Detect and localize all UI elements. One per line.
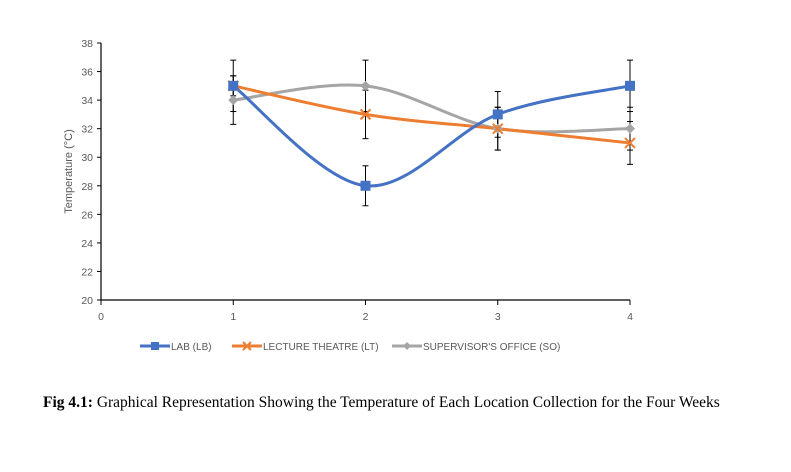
data-point-lecture-theatre-lt [492,122,504,135]
y-tick-label: 34 [81,95,93,107]
y-tick-label: 26 [81,209,93,221]
data-point-lecture-theatre-lt [359,108,372,121]
legend-label-lab-lb: LAB (LB) [171,342,212,353]
y-tick-label: 38 [81,38,93,50]
data-point-lecture-theatre-lt [624,137,636,149]
y-tick-label: 22 [81,266,93,278]
legend-marker-lecture-theatre-lt [242,341,252,351]
legend: LAB (LB) LECTURE THEATRE (LT) SUPERVISOR'S… [140,341,560,353]
data-point-supervisor-s-office-so [625,123,635,134]
legend-marker-lab-lb [151,342,159,350]
x-tick-label: 0 [98,311,104,323]
caption-text: Graphical Representation Showing the Tem… [92,394,720,411]
legend-label-lecture-theatre-lt: LECTURE THEATRE (LT) [263,342,379,353]
data-point-lab-lb [360,180,371,191]
data-point-lab-lb [492,109,503,120]
legend-marker-supervisor-s-office-so [403,342,411,350]
y-tick-label: 28 [81,181,93,193]
y-tick-label: 36 [81,67,93,79]
series-line-supervisor-s-office-so [233,83,631,134]
x-tick-label: 2 [363,311,369,323]
x-tick-label: 4 [627,311,633,323]
data-point-lab-lb [625,80,635,91]
figure-caption: Fig 4.1: Graphical Representation Showin… [43,388,763,418]
x-tick-label: 1 [230,311,236,323]
y-tick-label: 32 [81,124,93,136]
x-tick-label: 3 [495,311,501,323]
series-line-lecture-theatre-lt [232,84,631,145]
y-tick-label: 24 [81,238,93,250]
caption-label: Fig 4.1: [43,394,93,411]
y-tick-label: 30 [81,152,93,164]
y-tick-label: 20 [81,295,93,307]
series-line-lab-lb [232,84,631,188]
legend-label-supervisor-s-office-so: SUPERVISOR'S OFFICE (SO) [423,342,560,353]
data-point-supervisor-s-office-so [228,95,239,106]
y-axis-label: Temperature (°C) [63,129,75,213]
data-point-lab-lb [228,80,239,91]
data-point-supervisor-s-office-so [360,80,371,91]
